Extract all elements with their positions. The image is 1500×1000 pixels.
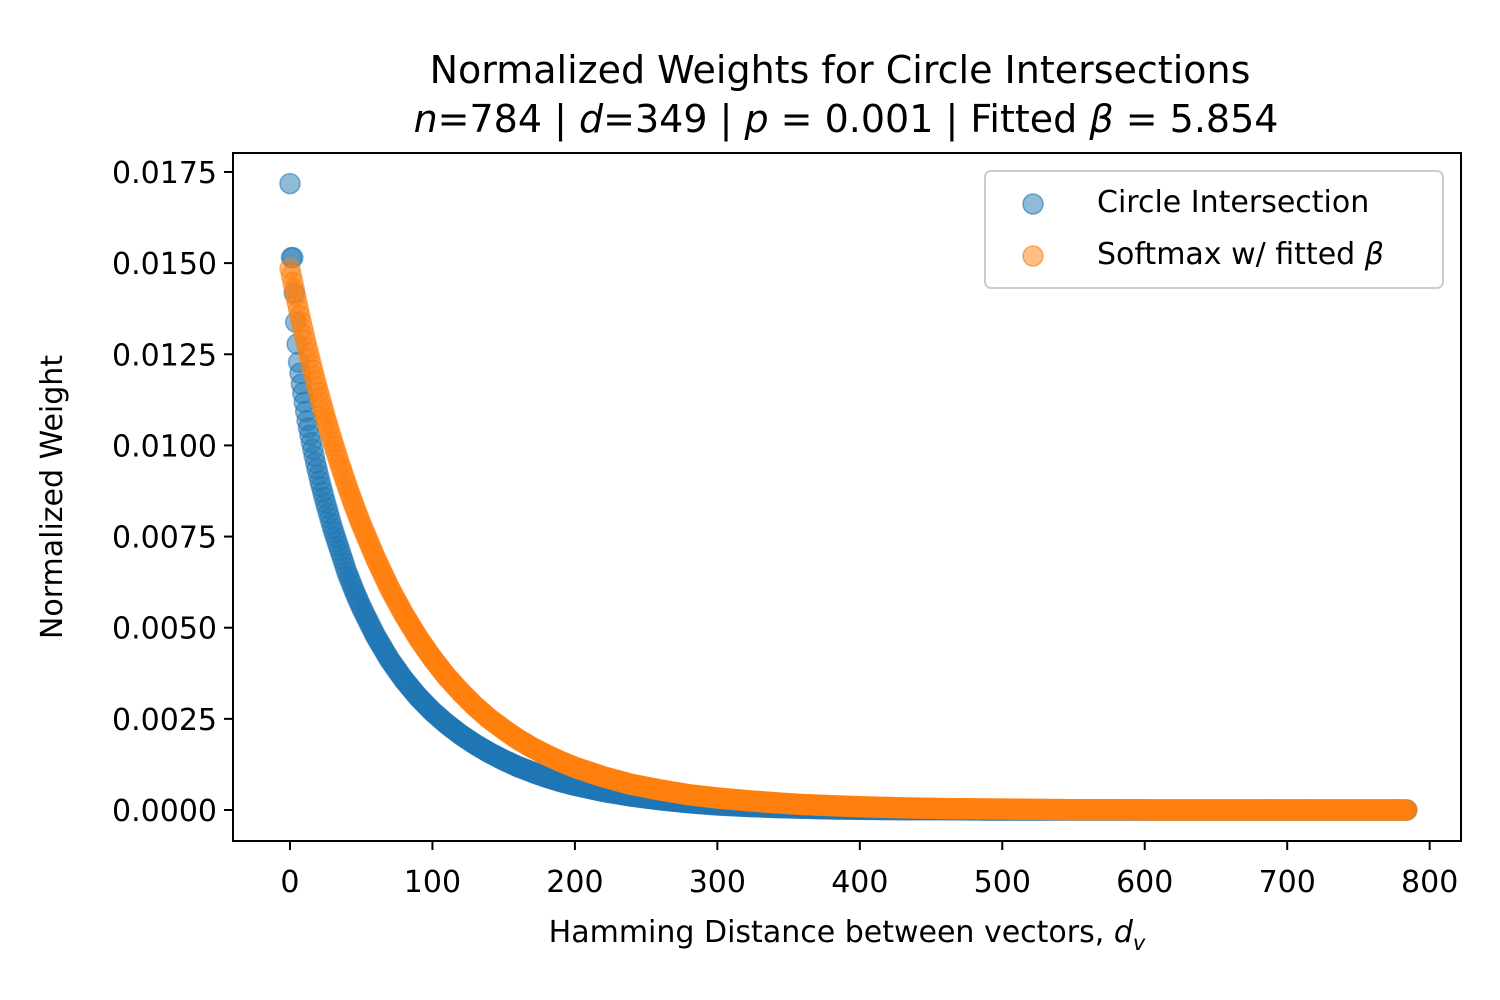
series-softmax bbox=[279, 257, 1418, 821]
x-tick-label: 600 bbox=[1116, 865, 1173, 900]
y-axis-label: Normalized Weight bbox=[35, 355, 70, 639]
y-tick-label: 0.0075 bbox=[112, 521, 217, 556]
x-tick-label: 400 bbox=[831, 865, 888, 900]
x-tick-label: 800 bbox=[1401, 865, 1458, 900]
y-tick-label: 0.0000 bbox=[112, 794, 217, 829]
data-points bbox=[279, 172, 1418, 821]
y-tick-label: 0.0025 bbox=[112, 703, 217, 738]
legend-marker-circle-intersection bbox=[1022, 193, 1044, 215]
y-tick-label: 0.0175 bbox=[112, 156, 217, 191]
x-tick-label: 0 bbox=[280, 865, 299, 900]
plot-area-frame bbox=[232, 152, 1462, 842]
x-tick-label: 700 bbox=[1259, 865, 1316, 900]
x-tick-label: 100 bbox=[404, 865, 461, 900]
axis-ticks: 0 100 200 300 400 500 600 700 800 0.0000 0.0025 0.0… bbox=[112, 156, 1458, 900]
legend: Circle Intersection Softmax w/ fitted β bbox=[984, 170, 1444, 289]
legend-label-circle-intersection: Circle Intersection bbox=[1097, 185, 1369, 220]
legend-marker-softmax bbox=[1022, 245, 1044, 267]
y-tick-label: 0.0050 bbox=[112, 612, 217, 647]
y-tick-label: 0.0150 bbox=[112, 247, 217, 282]
legend-label-softmax: Softmax w/ fitted β bbox=[1097, 237, 1384, 272]
x-tick-label: 500 bbox=[974, 865, 1031, 900]
y-tick-label: 0.0100 bbox=[112, 429, 217, 464]
x-tick-label: 300 bbox=[689, 865, 746, 900]
legend-box bbox=[984, 170, 1444, 289]
x-axis-label: Hamming Distance between vectors, dv bbox=[549, 915, 1146, 955]
data-point bbox=[279, 172, 301, 195]
x-tick-label: 200 bbox=[546, 865, 603, 900]
y-tick-label: 0.0125 bbox=[112, 338, 217, 373]
chart-title: Normalized Weights for Circle Intersecti… bbox=[430, 48, 1251, 92]
data-point bbox=[1396, 799, 1418, 821]
chart-subtitle: n=784 | d=349 | p = 0.001 | Fitted β = 5… bbox=[414, 97, 1279, 142]
